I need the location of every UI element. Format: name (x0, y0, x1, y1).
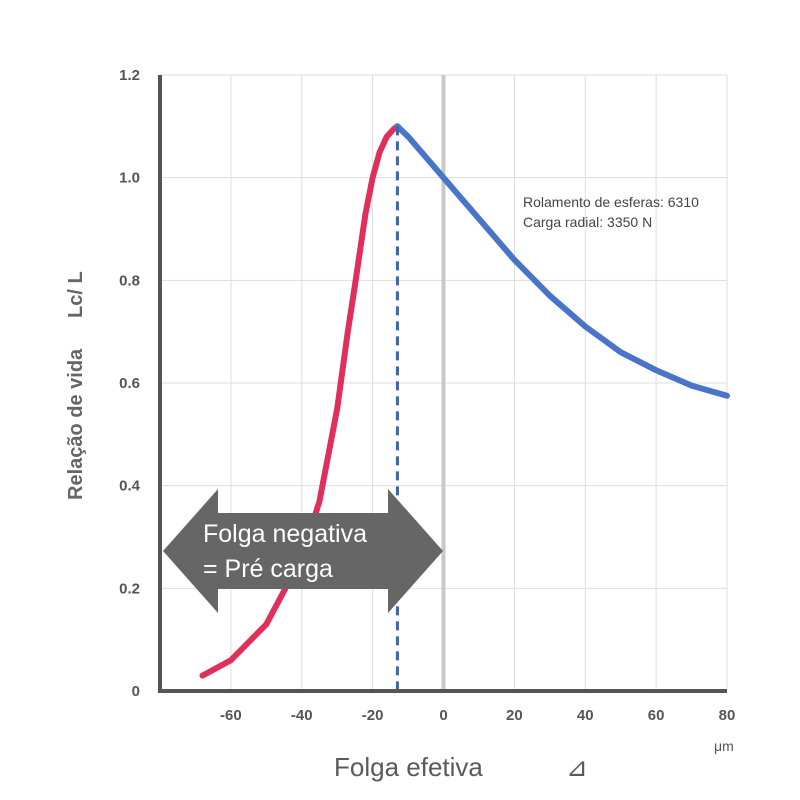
x-tick-label: -40 (291, 707, 313, 724)
x-axis-unit: μm (714, 738, 734, 754)
annotation-bearing: Rolamento de esferas: 6310 (523, 194, 699, 210)
series-group (199, 123, 730, 679)
x-tick-label: -20 (362, 707, 384, 724)
axes (158, 75, 727, 693)
y-tick-label: 0.8 (119, 272, 140, 289)
y-tick-label: 0.2 (119, 580, 140, 597)
x-axis-label: Folga efetiva (334, 752, 483, 782)
arrow-text-line2: = Pré carga (203, 555, 333, 583)
y-tick-label: 1.0 (119, 170, 140, 187)
series-line-1 (199, 123, 401, 679)
series-line-2 (394, 123, 730, 399)
y-tick-label: 0.6 (119, 375, 140, 392)
arrow-text-line1: Folga negativa (203, 520, 367, 548)
x-tick-label: -60 (220, 707, 242, 724)
y-axis-label: Relação de vida (65, 348, 87, 500)
x-tick-label: 0 (439, 707, 447, 724)
x-tick-label: 40 (577, 707, 594, 724)
y-axis-label-suffix: Lc/ L (65, 271, 87, 318)
y-tick-label: 1.2 (119, 67, 140, 84)
x-tick-label: 80 (719, 707, 736, 724)
preload-arrow: Folga negativa = Pré carga (163, 489, 443, 613)
x-tick-label: 20 (506, 707, 523, 724)
y-tick-label: 0 (132, 683, 140, 700)
y-tick-label: 0.4 (119, 478, 141, 495)
clearance-symbol: ⊿ (566, 752, 588, 782)
double-arrow-icon (163, 489, 443, 613)
tick-labels: -60 -40 -20 0 20 40 60 80 0 0.2 0.4 0.6 0.8 1.0 1.2 (119, 67, 735, 724)
x-tick-label: 60 (648, 707, 665, 724)
annotation-load: Carga radial: 3350 N (523, 214, 652, 230)
